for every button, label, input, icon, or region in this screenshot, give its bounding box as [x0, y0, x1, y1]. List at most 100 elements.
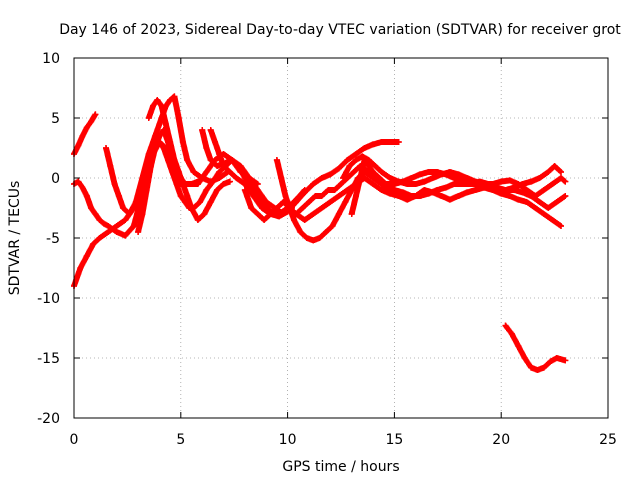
data-point — [107, 163, 114, 169]
data-point — [278, 175, 285, 181]
data-point — [344, 157, 351, 163]
data-point — [408, 175, 415, 181]
data-point — [246, 175, 253, 181]
data-point — [203, 169, 210, 175]
y-tick-label: -20 — [37, 411, 60, 427]
data-point — [254, 211, 261, 217]
data-point — [489, 181, 496, 187]
data-point — [75, 142, 82, 149]
data-point — [237, 163, 244, 169]
data-point — [179, 139, 186, 145]
data-point — [284, 205, 291, 211]
data-point — [280, 199, 287, 205]
data-point — [201, 211, 208, 217]
data-point — [90, 241, 97, 247]
axis-ticks: 0 5 10 15 20 25 -20 -15 -10 -5 0 5 10 — [37, 51, 617, 448]
data-point — [464, 175, 470, 181]
data-point — [323, 229, 329, 235]
data-point — [361, 145, 368, 151]
data-point — [229, 157, 236, 163]
data-point — [293, 211, 300, 217]
data-point — [154, 97, 161, 103]
data-point — [203, 187, 210, 193]
data-point — [506, 177, 513, 184]
data-point — [177, 175, 184, 181]
data-point — [165, 157, 171, 163]
data-point — [412, 193, 419, 199]
data-point — [551, 163, 558, 169]
data-point — [382, 181, 389, 187]
data-point — [273, 157, 280, 163]
data-point — [318, 193, 325, 199]
data-point — [150, 103, 156, 109]
data-point — [120, 205, 127, 211]
data-point — [528, 178, 535, 185]
x-tick-label: 0 — [70, 432, 79, 448]
data-point — [342, 199, 349, 205]
data-point — [165, 139, 171, 145]
data-point — [562, 357, 569, 364]
x-tick-label: 20 — [492, 432, 510, 448]
series-trace-14 — [502, 322, 569, 373]
data-point — [207, 178, 214, 185]
data-point — [532, 205, 539, 211]
data-point — [197, 199, 203, 205]
data-point — [464, 189, 470, 196]
data-point — [417, 171, 423, 178]
data-point — [216, 175, 223, 181]
data-point — [376, 175, 383, 181]
data-point — [357, 175, 364, 181]
data-point — [139, 211, 146, 217]
data-point — [105, 223, 112, 229]
data-point — [226, 178, 233, 185]
data-point — [472, 178, 479, 185]
data-point — [132, 199, 139, 205]
data-point — [421, 187, 428, 193]
data-point — [521, 355, 528, 361]
data-point — [353, 193, 359, 199]
data-point — [259, 205, 265, 211]
data-point — [143, 187, 150, 193]
data-point — [248, 205, 255, 211]
data-point — [169, 169, 176, 175]
data-point — [203, 145, 210, 151]
data-point — [528, 364, 535, 371]
data-point — [167, 97, 174, 103]
data-point — [312, 193, 319, 199]
data-point — [446, 196, 453, 203]
data-point — [316, 235, 323, 241]
data-point — [553, 355, 560, 361]
data-point — [558, 169, 564, 175]
data-point — [545, 205, 552, 211]
data-point — [261, 217, 268, 223]
y-tick-label: 5 — [51, 111, 60, 127]
series-trace-6 — [135, 127, 201, 235]
data-point — [126, 211, 133, 217]
data-point — [79, 133, 86, 139]
data-point — [472, 187, 479, 193]
data-point — [113, 229, 120, 235]
data-point — [378, 139, 385, 145]
data-point — [404, 196, 411, 203]
data-point — [199, 127, 206, 133]
data-point — [212, 139, 218, 145]
data-point — [83, 253, 90, 259]
data-point — [216, 151, 223, 157]
data-point — [190, 169, 197, 175]
data-point — [451, 181, 458, 187]
data-point — [293, 199, 300, 205]
data-point — [188, 181, 195, 187]
data-point — [372, 163, 379, 169]
data-point — [446, 169, 453, 175]
data-point — [353, 157, 359, 163]
data-point — [502, 322, 509, 329]
x-axis-label: GPS time / hours — [282, 459, 399, 475]
data-point — [421, 178, 428, 185]
data-point — [88, 205, 95, 211]
data-point — [511, 184, 517, 191]
data-point — [216, 169, 223, 175]
data-point — [145, 115, 152, 121]
data-point — [395, 178, 402, 185]
data-point — [169, 151, 176, 157]
data-point — [77, 265, 84, 271]
